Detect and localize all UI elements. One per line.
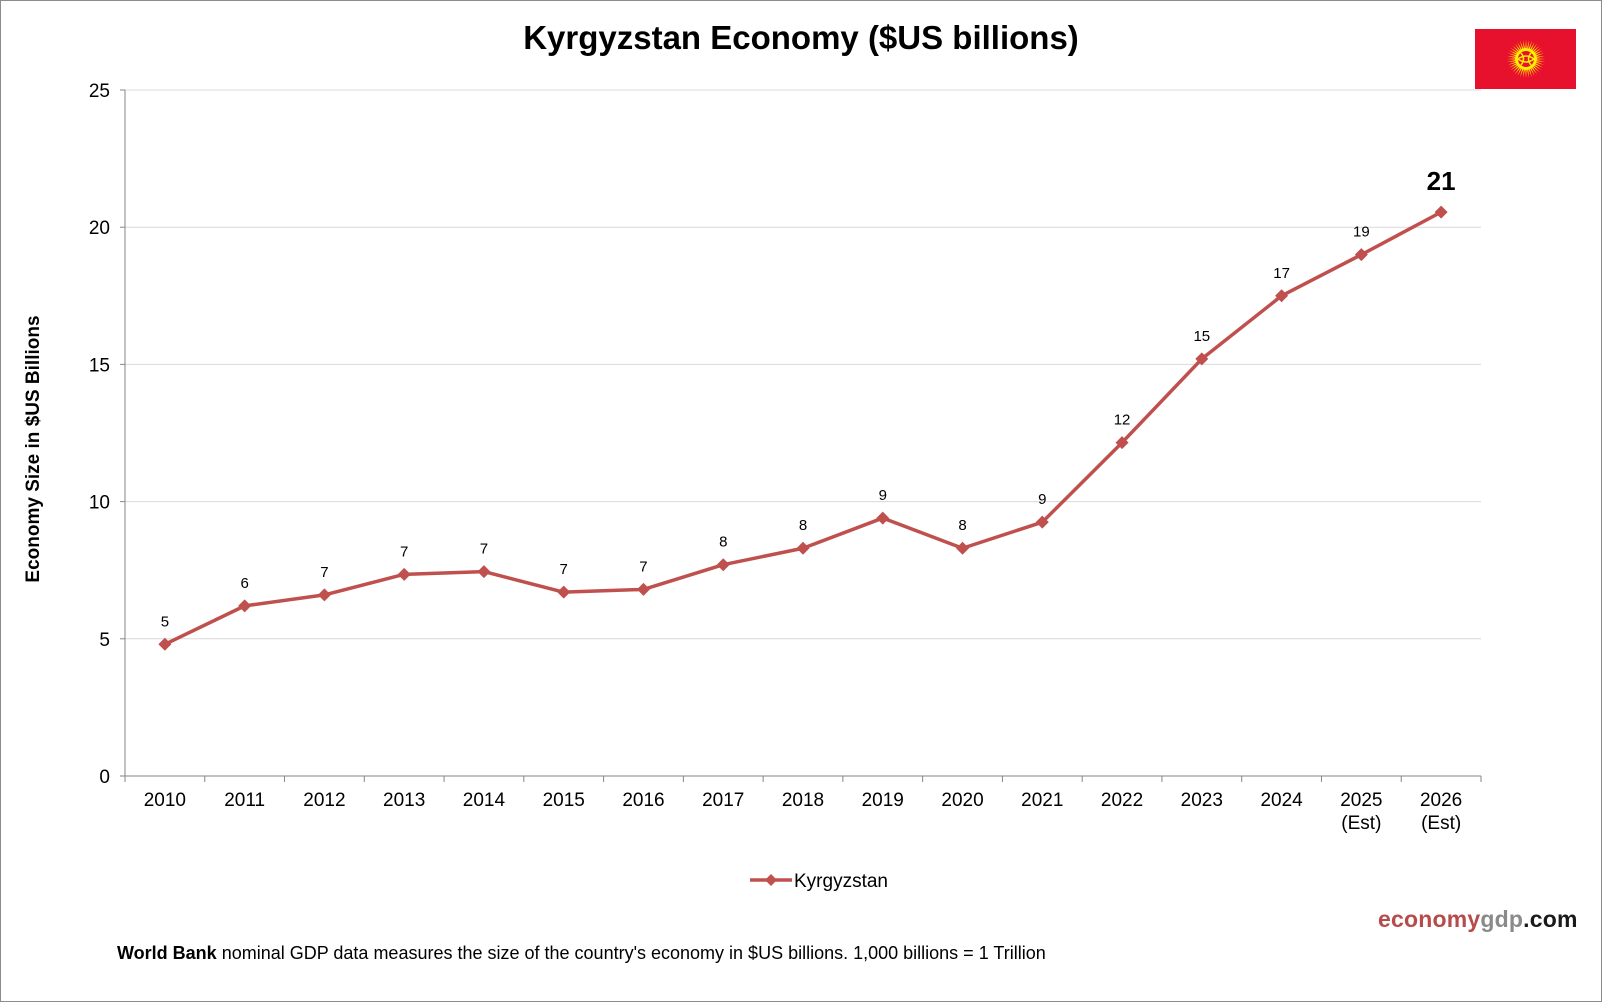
brand-part-economy: economy	[1378, 906, 1481, 932]
data-point	[1354, 248, 1368, 262]
kyrgyzstan-flag-icon	[1475, 29, 1576, 89]
data-point	[158, 637, 172, 651]
x-tick-label: 2011	[224, 790, 265, 811]
data-point	[1434, 205, 1448, 219]
data-label: 9	[1038, 491, 1046, 508]
y-tick-label: 5	[99, 630, 110, 651]
data-point	[238, 599, 252, 613]
y-tick-label: 20	[89, 218, 110, 239]
x-tick-label: 2015	[543, 790, 585, 811]
x-tick-label: 2017	[702, 790, 744, 811]
data-point	[557, 585, 571, 599]
legend-label: Kyrgyzstan	[794, 871, 888, 892]
x-tick-label: 2025	[1340, 790, 1382, 811]
chart-title: Kyrgyzstan Economy ($US billions)	[523, 19, 1079, 56]
x-tick-label: 2021	[1021, 790, 1063, 811]
x-tick-label: 2018	[782, 790, 824, 811]
footnote-source: World Bank	[117, 943, 217, 963]
data-point	[397, 567, 411, 581]
data-point	[716, 558, 730, 572]
x-tick-label: 2019	[862, 790, 904, 811]
y-axis-label: Economy Size in $US Billions	[23, 315, 44, 582]
data-label: 21	[1427, 166, 1456, 196]
data-label: 8	[799, 517, 807, 534]
x-tick-label: 2012	[303, 790, 345, 811]
brand-watermark: economygdp.com	[1378, 906, 1578, 933]
data-label: 7	[400, 543, 408, 560]
x-tick-label: 2022	[1101, 790, 1143, 811]
footnote: World Bank nominal GDP data measures the…	[117, 943, 1046, 964]
data-label: 7	[320, 564, 328, 581]
data-label: 7	[480, 541, 488, 558]
data-label: 19	[1353, 224, 1370, 241]
data-label: 15	[1193, 328, 1210, 345]
data-label: 6	[240, 575, 248, 592]
y-tick-label: 10	[89, 493, 110, 514]
data-label: 8	[719, 534, 727, 551]
data-point	[876, 511, 890, 525]
data-point	[1115, 436, 1129, 450]
data-point	[636, 582, 650, 596]
data-point	[317, 588, 331, 602]
series-line-kyrgyzstan	[164, 210, 1442, 646]
x-tick-label: (Est)	[1421, 813, 1461, 834]
data-label: 17	[1273, 265, 1290, 282]
x-tick-label: 2024	[1260, 790, 1303, 811]
data-label: 7	[560, 561, 568, 578]
data-point	[1195, 352, 1209, 366]
brand-part-com: .com	[1523, 906, 1578, 932]
x-tick-label: 2026	[1420, 790, 1462, 811]
y-tick-label: 0	[99, 767, 110, 788]
data-label: 12	[1114, 412, 1131, 429]
y-tick-label: 15	[89, 355, 110, 376]
footnote-text: nominal GDP data measures the size of th…	[216, 943, 1046, 963]
x-tick-label: 2016	[622, 790, 664, 811]
data-label: 9	[879, 487, 887, 504]
x-tick-label: 2010	[144, 790, 186, 811]
data-point	[1035, 515, 1049, 529]
legend-marker	[765, 874, 777, 886]
brand-part-gdp: gdp	[1480, 906, 1524, 932]
x-tick-label: 2013	[383, 790, 425, 811]
legend: Kyrgyzstan	[750, 871, 888, 892]
data-point	[1275, 289, 1289, 303]
data-label: 5	[161, 613, 169, 630]
y-tick-label: 25	[89, 81, 110, 102]
data-point	[477, 565, 491, 579]
data-point	[796, 541, 810, 555]
x-tick-label: 2023	[1181, 790, 1223, 811]
x-tick-label: 2020	[941, 790, 983, 811]
x-tick-label: 2014	[463, 790, 506, 811]
x-tick-label: (Est)	[1341, 813, 1381, 834]
data-point	[956, 541, 970, 555]
data-label: 7	[639, 558, 647, 575]
data-label: 8	[958, 517, 966, 534]
